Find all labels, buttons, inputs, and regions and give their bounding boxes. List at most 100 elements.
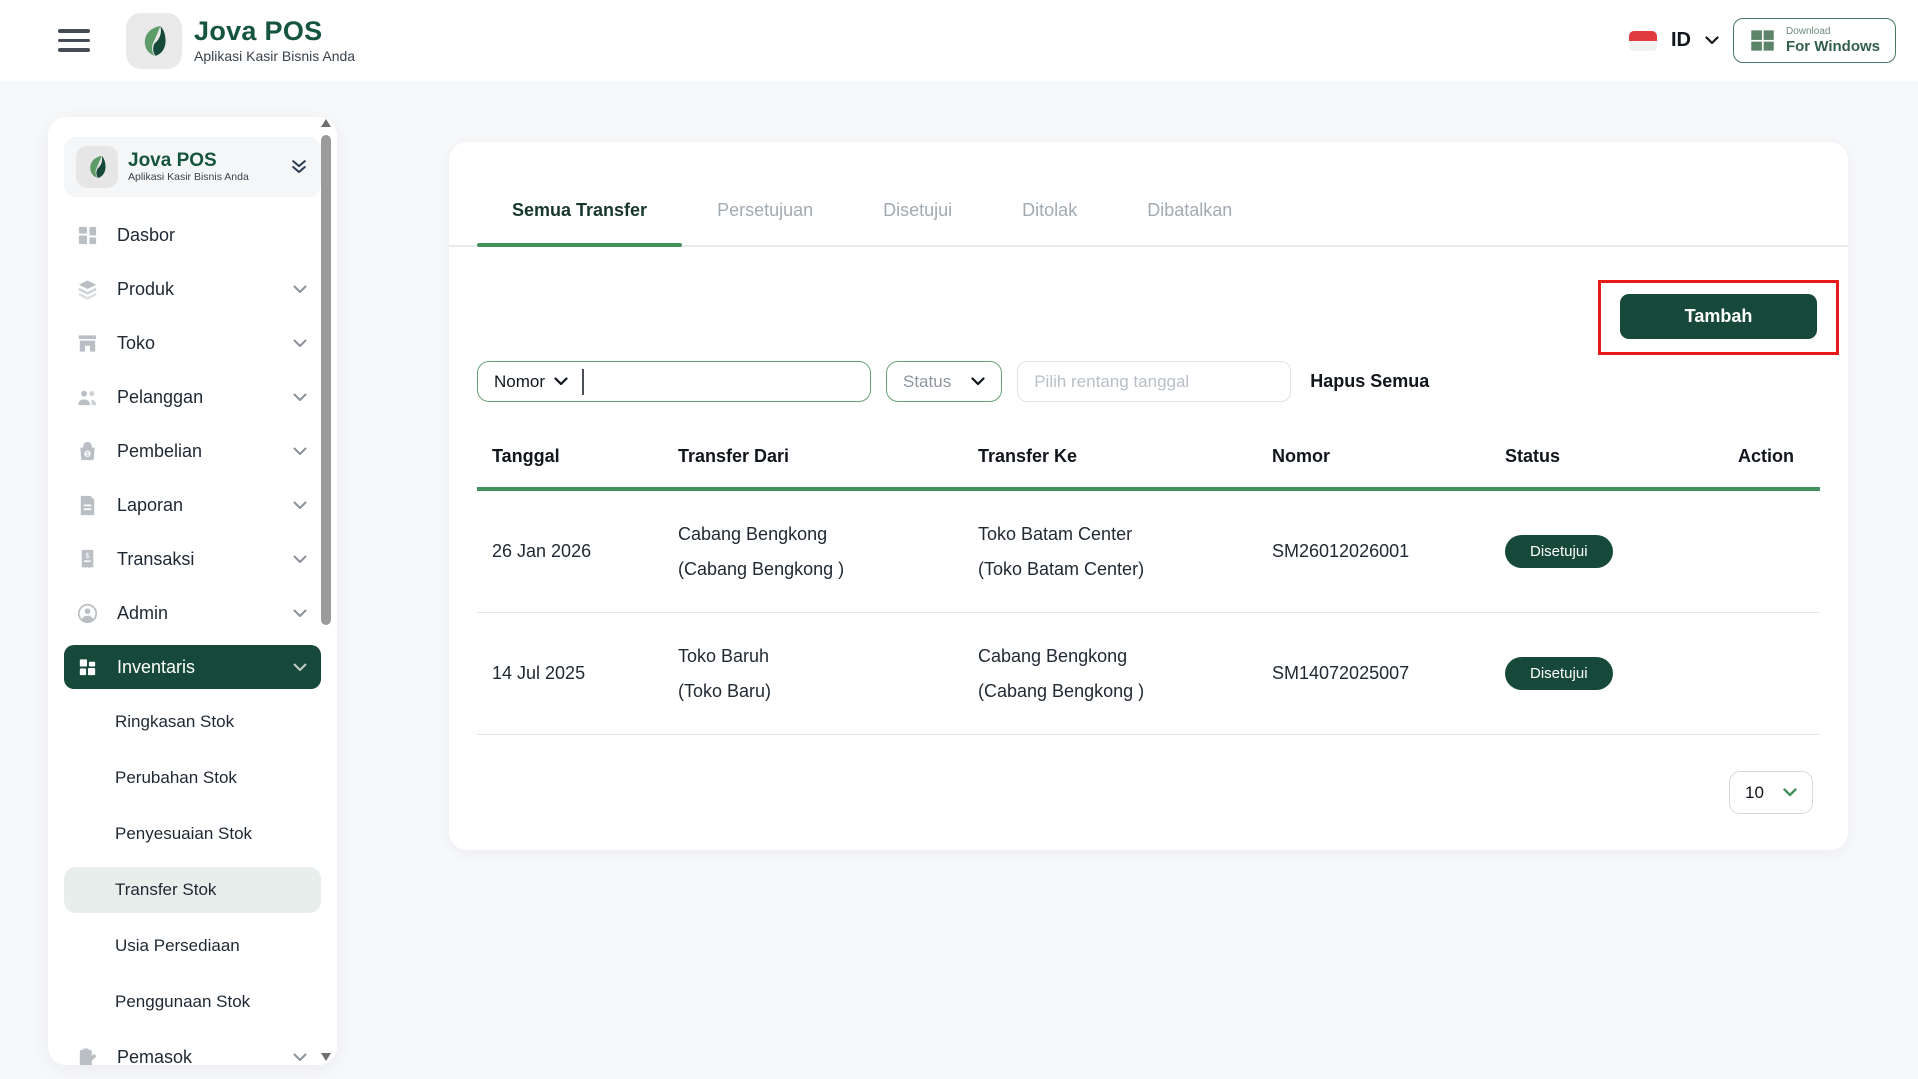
chevron-down-icon (293, 1053, 307, 1061)
cell-status: Disetujui (1490, 535, 1702, 568)
cell-transfer-ke: Toko Batam Center (Toko Batam Center) (978, 524, 1145, 579)
windows-logo-icon (1751, 30, 1774, 51)
top-bar: Jova POS Aplikasi Kasir Bisnis Anda ID D… (0, 0, 1918, 81)
transfer-tabs: Semua Transfer Persetujuan Disetujui Dit… (449, 142, 1848, 247)
chevron-down-icon (293, 393, 307, 401)
app-logo-icon (76, 146, 118, 188)
sidebar-item-inventaris[interactable]: Inventaris (64, 645, 321, 689)
sidebar-subitem-perubahan-stok[interactable]: Perubahan Stok (115, 768, 237, 787)
indonesia-flag-icon (1628, 30, 1657, 51)
tab-disetujui[interactable]: Disetujui (883, 200, 953, 220)
status-badge: Disetujui (1505, 657, 1613, 690)
inventory-icon (76, 656, 99, 679)
tab-persetujuan[interactable]: Persetujuan (717, 200, 814, 220)
sidebar-item-toko[interactable]: Toko (64, 321, 321, 365)
column-header-transfer-ke: Transfer Ke (978, 446, 1078, 466)
chevron-down-icon (1783, 788, 1797, 797)
purchase-icon: $ (76, 440, 99, 463)
chevron-down-icon (293, 501, 307, 509)
chevron-down-icon (293, 285, 307, 293)
column-header-status: Status (1505, 446, 1561, 466)
cell-transfer-dari: Cabang Bengkong (Cabang Bengkong ) (678, 524, 845, 579)
tab-dibatalkan[interactable]: Dibatalkan (1147, 200, 1233, 220)
report-icon (76, 494, 99, 517)
filter-bar: Nomor Status Hapus Semua (477, 361, 1820, 402)
admin-icon (76, 602, 99, 625)
status-filter-select[interactable]: Status (886, 361, 1003, 402)
download-label-bottom: For Windows (1785, 38, 1880, 55)
transaction-icon: $ (76, 548, 99, 571)
double-chevron-down-icon[interactable] (289, 157, 309, 177)
sidebar: Jova POS Aplikasi Kasir Bisnis Anda Dasb… (48, 117, 337, 1065)
store-icon (76, 332, 99, 355)
input-caret (582, 368, 584, 395)
cell-transfer-ke: Cabang Bengkong (Cabang Bengkong ) (978, 646, 1145, 701)
sidebar-item-transaksi[interactable]: $ Transaksi (64, 537, 321, 581)
column-header-action: Action (1738, 446, 1794, 466)
app-name: Jova POS (194, 16, 323, 47)
sidebar-subitem-transfer-stok[interactable]: Transfer Stok (64, 867, 321, 913)
app-tagline: Aplikasi Kasir Bisnis Anda (194, 47, 356, 64)
dashboard-icon (76, 224, 99, 247)
page-size-select[interactable]: 10 (1729, 771, 1813, 814)
app-name: Jova POS (128, 150, 217, 172)
chevron-down-icon (293, 555, 307, 563)
app-brand: Jova POS Aplikasi Kasir Bisnis Anda (126, 12, 356, 69)
nomor-field-select[interactable]: Nomor (478, 372, 582, 392)
customers-icon (76, 386, 99, 409)
transfer-table: Tanggal Transfer Dari Transfer Ke Nomor … (477, 446, 1820, 735)
cell-tanggal: 14 Jul 2025 (492, 663, 586, 683)
sidebar-item-produk[interactable]: Produk (64, 267, 321, 311)
cell-tanggal: 26 Jan 2026 (492, 541, 592, 561)
annotation-highlight-box: Tambah (1598, 280, 1839, 355)
sidebar-item-admin[interactable]: Admin (64, 591, 321, 635)
language-selector[interactable]: ID (1670, 29, 1691, 51)
column-header-nomor: Nomor (1272, 446, 1330, 466)
svg-text:$: $ (86, 450, 90, 457)
chevron-down-icon (293, 447, 307, 455)
sidebar-item-pembelian[interactable]: $ Pembelian (64, 429, 321, 473)
status-badge: Disetujui (1505, 535, 1613, 568)
sidebar-item-laporan[interactable]: Laporan (64, 483, 321, 527)
leaf-icon (144, 25, 166, 56)
download-windows-button[interactable]: Download For Windows (1732, 18, 1896, 63)
tambah-button[interactable]: Tambah (1620, 294, 1817, 339)
hapus-semua-button[interactable]: Hapus Semua (1310, 371, 1430, 391)
table-row[interactable]: 14 Jul 2025 Toko Baruh (Toko Baru) Caban… (477, 613, 1820, 735)
app-logo-icon (126, 12, 182, 69)
supplier-icon (76, 1046, 99, 1065)
tab-ditolak[interactable]: Ditolak (1022, 200, 1078, 220)
chevron-down-icon[interactable] (1705, 36, 1719, 45)
sidebar-subitem-ringkasan-stok[interactable]: Ringkasan Stok (115, 712, 235, 731)
scroll-up-icon[interactable] (321, 119, 331, 127)
scroll-down-icon[interactable] (321, 1053, 331, 1061)
chevron-down-icon (293, 609, 307, 617)
sidebar-item-dasbor[interactable]: Dasbor (64, 213, 321, 257)
sidebar-item-pelanggan[interactable]: Pelanggan (64, 375, 321, 419)
date-range-input[interactable] (1017, 361, 1292, 402)
sidebar-brand-card[interactable]: Jova POS Aplikasi Kasir Bisnis Anda (64, 137, 321, 197)
sidebar-scrollbar[interactable] (320, 119, 332, 1061)
sidebar-subitem-penyesuaian-stok[interactable]: Penyesuaian Stok (115, 824, 253, 843)
sidebar-subitem-penggunaan-stok[interactable]: Penggunaan Stok (115, 992, 251, 1011)
nomor-filter-combo: Nomor (477, 361, 871, 402)
table-row[interactable]: 26 Jan 2026 Cabang Bengkong (Cabang Beng… (477, 491, 1820, 613)
download-label-top: Download (1785, 26, 1831, 37)
cell-status: Disetujui (1490, 657, 1702, 690)
cell-nomor: SM26012026001 (1272, 541, 1410, 561)
sidebar-subitem-usia-persediaan[interactable]: Usia Persediaan (115, 936, 240, 955)
sidebar-item-pemasok[interactable]: Pemasok (64, 1035, 321, 1065)
hamburger-icon[interactable] (58, 26, 96, 56)
product-icon (76, 278, 99, 301)
nomor-search-input[interactable] (583, 362, 870, 401)
chevron-down-icon (554, 377, 568, 386)
scrollbar-thumb[interactable] (321, 135, 331, 625)
app-tagline: Aplikasi Kasir Bisnis Anda (128, 170, 249, 183)
cell-transfer-dari: Toko Baruh (Toko Baru) (678, 646, 772, 701)
chevron-down-icon (293, 663, 307, 671)
column-header-tanggal: Tanggal (492, 446, 560, 466)
svg-text:$: $ (86, 552, 90, 560)
transfer-stok-panel: Semua Transfer Persetujuan Disetujui Dit… (449, 142, 1848, 850)
tab-semua-transfer[interactable]: Semua Transfer (477, 200, 683, 247)
column-header-transfer-dari: Transfer Dari (678, 446, 790, 466)
